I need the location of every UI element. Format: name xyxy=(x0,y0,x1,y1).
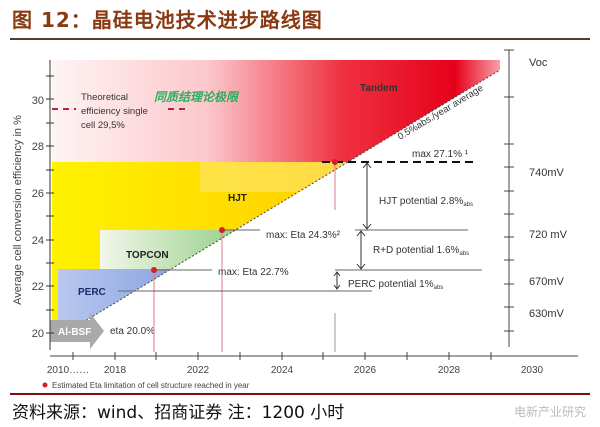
x-tick-2022: 2022 xyxy=(187,365,210,376)
voc-740: 740mV xyxy=(529,167,565,179)
footer-divider xyxy=(10,393,590,395)
max-hjt-label: max 27.1% ¹ xyxy=(412,149,469,160)
x-tick-2030: 2030 xyxy=(521,365,544,376)
tandem-label: Tandem xyxy=(360,83,398,94)
y-tick-24: 24 xyxy=(32,235,44,247)
eta-20-label: eta 20.0% xyxy=(110,326,155,337)
y-axis-label: Average cell conversion efficiency in % xyxy=(12,115,24,305)
x-tick-2026: 2026 xyxy=(354,365,377,376)
efficiency-roadmap-chart: Al-BSF eta 20.0% PERC TOPCON HJT Tandem … xyxy=(12,49,578,390)
voc-720: 720 mV xyxy=(529,229,568,241)
hjt-label: HJT xyxy=(228,193,247,204)
legend-text: Estimated Eta limitation of cell structu… xyxy=(52,381,250,390)
rd-potential-label: R+D potential 1.6%abs xyxy=(373,245,469,257)
y-tick-28: 28 xyxy=(32,141,44,153)
x-tick-2010: 2010…… xyxy=(47,365,89,376)
y-tick-20: 20 xyxy=(32,328,44,340)
theoretical-line2: efficiency single xyxy=(81,106,148,117)
title-divider xyxy=(10,38,590,40)
hjt-potential-label: HJT potential 2.8%abs xyxy=(379,196,473,208)
y-tick-22: 22 xyxy=(32,281,44,293)
voc-670: 670mV xyxy=(529,276,565,288)
perc-potential-label: PERC potential 1%abs xyxy=(348,279,443,291)
voc-label: Voc xyxy=(529,57,548,69)
max-topcon-label: max: Eta 24.3%² xyxy=(266,230,341,241)
figure-title: 图 12：晶硅电池技术进步路线图 xyxy=(12,8,323,32)
y-tick-26: 26 xyxy=(32,188,44,200)
legend-dot xyxy=(42,382,48,388)
x-tick-2024: 2024 xyxy=(271,365,294,376)
voc-630: 630mV xyxy=(529,308,565,320)
source-note: 资料来源：wind、招商证券 注：1200 小时 xyxy=(12,403,345,423)
theoretical-line3: cell 29,5% xyxy=(81,120,125,131)
theoretical-line1: Theoretical xyxy=(81,92,128,103)
x-tick-2018: 2018 xyxy=(104,365,127,376)
milestone-dot-hjt xyxy=(332,159,338,165)
homojunction-limit-label: 同质结理论极限 xyxy=(154,90,240,104)
watermark: 电新产业研究 xyxy=(513,405,586,419)
y-tick-30: 30 xyxy=(32,95,44,107)
al-bsf-arrow xyxy=(50,313,104,349)
max-perc-label: max: Eta 22.7% xyxy=(218,267,289,278)
topcon-label: TOPCON xyxy=(126,250,169,261)
milestone-dot-perc xyxy=(151,267,157,273)
x-tick-2028: 2028 xyxy=(438,365,461,376)
milestone-dot-topcon xyxy=(219,227,225,233)
al-bsf-label: Al-BSF xyxy=(58,327,91,338)
perc-label: PERC xyxy=(78,287,106,298)
